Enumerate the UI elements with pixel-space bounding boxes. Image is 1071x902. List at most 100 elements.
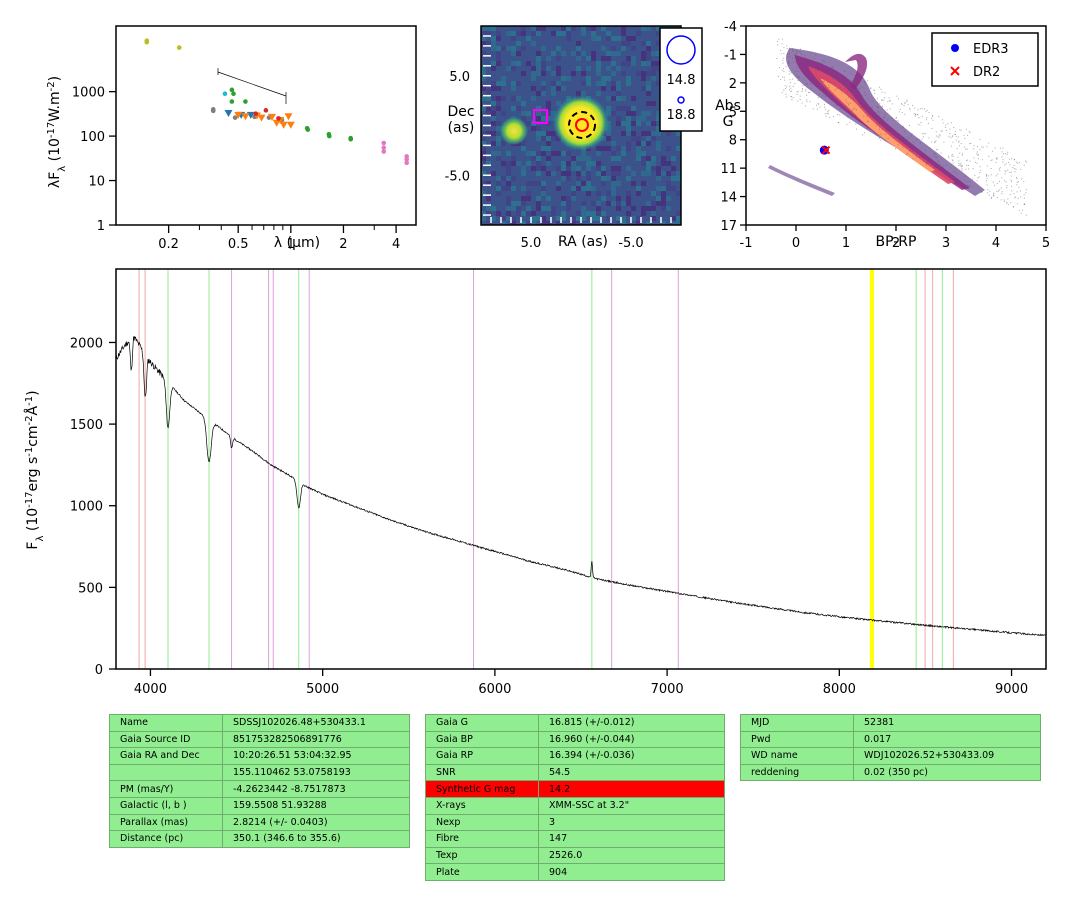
hr-star (852, 98, 854, 100)
sed-model-bracket (217, 68, 287, 104)
hr-star (915, 156, 917, 158)
table-key-cell: Fibre (425, 830, 539, 848)
hr-star (858, 121, 860, 123)
noise-pixel (601, 196, 606, 201)
table-value-cell: 16.960 (+/-0.044) (538, 730, 725, 749)
hr-star (878, 137, 880, 139)
hr-star (788, 62, 790, 64)
hr-star (928, 137, 930, 139)
hr-star (986, 174, 988, 176)
noise-pixel (521, 171, 526, 176)
hr-star (870, 87, 872, 89)
noise-pixel (641, 116, 646, 121)
noise-pixel (551, 131, 556, 136)
hr-star (952, 135, 954, 137)
noise-pixel (641, 201, 646, 206)
noise-pixel (586, 66, 591, 71)
noise-pixel (646, 51, 651, 56)
hr-star (841, 92, 843, 94)
hr-star (883, 99, 885, 101)
hr-star (876, 105, 878, 107)
noise-pixel (606, 131, 611, 136)
hr-star (866, 115, 868, 117)
noise-pixel (531, 156, 536, 161)
noise-pixel (641, 51, 646, 56)
hr-star (800, 53, 802, 55)
hr-star (999, 189, 1001, 191)
noise-pixel (611, 181, 616, 186)
table-key-cell: X-rays (425, 796, 539, 815)
noise-pixel (566, 151, 571, 156)
hr-star (1004, 170, 1006, 172)
noise-pixel (616, 176, 621, 181)
noise-pixel (551, 61, 556, 66)
noise-pixel (611, 116, 616, 121)
hr-star (836, 88, 838, 90)
noise-pixel (531, 181, 536, 186)
table-key-cell: Parallax (mas) (109, 813, 223, 832)
hr-star (1019, 190, 1021, 192)
hr-star (918, 117, 920, 119)
noise-pixel (481, 26, 486, 31)
noise-pixel (661, 221, 666, 225)
hr-star (884, 97, 886, 99)
noise-pixel (526, 151, 531, 156)
noise-pixel (581, 86, 586, 91)
noise-pixel (546, 156, 551, 161)
noise-pixel (636, 156, 641, 161)
hr-star (956, 148, 958, 150)
noise-pixel (606, 26, 611, 31)
hr-star (925, 111, 927, 113)
info-table-2: Gaia G 16.815 (+/-0.012) Gaia BP 16.960 (+/… (425, 714, 725, 881)
noise-pixel (611, 176, 616, 181)
hr-star (933, 166, 935, 168)
noise-pixel (601, 171, 606, 176)
hr-star (958, 140, 960, 142)
noise-pixel (486, 211, 491, 216)
noise-pixel (626, 111, 631, 116)
noise-pixel (631, 41, 636, 46)
noise-pixel (581, 46, 586, 51)
hr-star (1008, 158, 1010, 160)
noise-pixel (501, 81, 506, 86)
hr-star (825, 95, 827, 97)
hr-star (895, 117, 897, 119)
noise-pixel (576, 201, 581, 206)
legend-dr2-marker-icon (950, 66, 960, 76)
hr-star (906, 139, 908, 141)
noise-pixel (546, 66, 551, 71)
noise-pixel (551, 186, 556, 191)
hr-star (950, 122, 952, 124)
noise-pixel (591, 221, 596, 225)
sed-point (222, 91, 228, 96)
hr-star (999, 170, 1001, 172)
noise-pixel (661, 191, 666, 196)
noise-pixel (546, 206, 551, 211)
hr-star (785, 96, 787, 98)
noise-pixel (576, 221, 581, 225)
noise-pixel (521, 101, 526, 106)
hr-star (883, 116, 885, 118)
hr-star (832, 67, 834, 69)
hr-star (841, 76, 843, 78)
noise-pixel (536, 181, 541, 186)
sed-point (279, 121, 288, 129)
hr-star (1020, 168, 1022, 170)
hr-star (827, 66, 829, 68)
hr-star (1009, 193, 1011, 195)
noise-pixel (621, 61, 626, 66)
noise-pixel (601, 186, 606, 191)
table-value-cell: 159.5508 51.93288 (222, 796, 410, 815)
hr-star (943, 141, 945, 143)
noise-pixel (596, 191, 601, 196)
hr-star (803, 79, 805, 81)
hr-star (928, 160, 930, 162)
hr-star (1013, 159, 1015, 161)
noise-pixel (636, 176, 641, 181)
hr-star (801, 91, 803, 93)
noise-pixel (651, 201, 656, 206)
hr-star (816, 61, 818, 63)
hr-ytick-label: 17 (720, 219, 737, 234)
noise-pixel (506, 86, 511, 91)
sed-point (276, 116, 281, 121)
